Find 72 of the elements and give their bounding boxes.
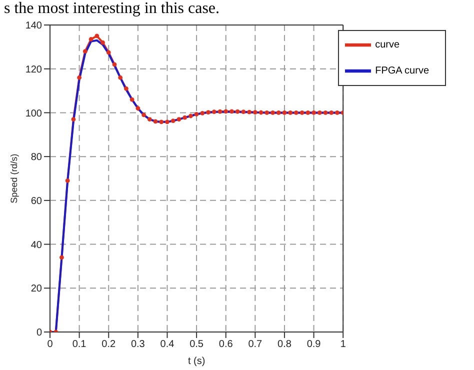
point xyxy=(124,86,128,91)
point xyxy=(136,106,140,111)
text: s the most interesting in this case. xyxy=(4,0,220,18)
y-tick-label: 140 xyxy=(25,20,42,32)
y-tick-label: 80 xyxy=(30,152,42,164)
y-tick-label: 20 xyxy=(30,284,42,295)
point xyxy=(88,37,94,42)
point xyxy=(94,34,100,38)
point xyxy=(270,110,275,115)
point xyxy=(258,110,264,115)
point xyxy=(60,255,64,260)
point xyxy=(130,97,134,102)
point xyxy=(71,117,76,122)
point xyxy=(241,110,246,114)
point xyxy=(252,110,258,114)
y-tick-label: 120 xyxy=(25,64,42,76)
point xyxy=(118,75,123,80)
point xyxy=(230,109,234,114)
x-tick-label: 0.7 xyxy=(248,339,263,350)
y-tick-label: 60 xyxy=(30,196,42,207)
legend-label: curve xyxy=(375,40,400,51)
point xyxy=(153,119,158,124)
y-tick-label: 40 xyxy=(30,240,42,251)
point xyxy=(329,110,334,115)
point xyxy=(206,110,210,114)
x-tick-label: 0.4 xyxy=(160,339,175,350)
point xyxy=(306,110,310,115)
point xyxy=(288,110,293,115)
y-axis-title: Speed (rd/s) xyxy=(9,154,20,204)
point xyxy=(218,109,222,114)
point xyxy=(170,118,176,124)
point xyxy=(142,112,146,118)
x-tick-label: 0.9 xyxy=(306,339,322,350)
point xyxy=(212,110,216,114)
x-tick-label: 0.8 xyxy=(278,339,292,350)
x-tick-label: 0.3 xyxy=(130,339,146,350)
x-axis-title: t (s) xyxy=(188,356,206,367)
point xyxy=(159,120,164,124)
x-tick-label: 1 xyxy=(340,339,346,350)
point xyxy=(247,110,252,114)
point xyxy=(335,110,340,115)
point xyxy=(106,50,111,55)
point xyxy=(65,178,70,183)
point xyxy=(147,117,152,122)
point xyxy=(282,110,287,115)
y-tick-label: 0 xyxy=(36,328,42,339)
point xyxy=(264,110,270,115)
point xyxy=(224,109,228,114)
point xyxy=(323,110,328,115)
point xyxy=(82,49,88,54)
point xyxy=(77,75,82,80)
point xyxy=(100,40,105,45)
point xyxy=(194,112,199,116)
point xyxy=(294,110,298,115)
point xyxy=(112,62,117,67)
x-tick-label: 0.2 xyxy=(102,339,116,350)
x-tick-label: 0 xyxy=(47,339,54,350)
point xyxy=(300,110,304,115)
point xyxy=(200,110,205,116)
point xyxy=(176,117,182,122)
x-tick-label: 0.1 xyxy=(72,339,87,350)
point xyxy=(317,110,322,115)
x-tick-label: 0.6 xyxy=(218,339,234,350)
point xyxy=(165,120,170,124)
point xyxy=(312,110,316,115)
legend-label: FPGA curve xyxy=(375,66,429,77)
point xyxy=(276,110,281,115)
point xyxy=(235,109,240,114)
point xyxy=(188,114,193,118)
x-tick-label: 0.5 xyxy=(190,339,204,350)
y-tick-label: 100 xyxy=(25,108,42,120)
point xyxy=(182,115,188,120)
